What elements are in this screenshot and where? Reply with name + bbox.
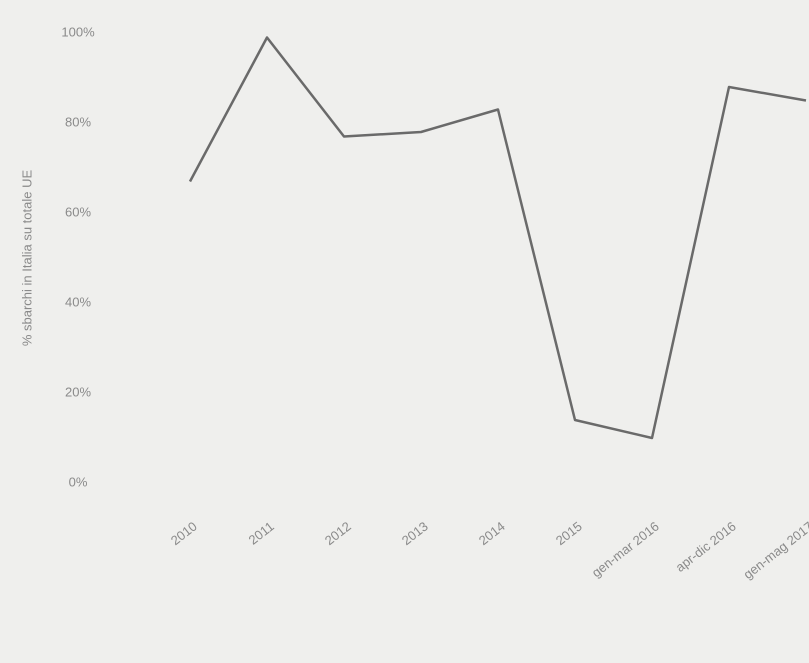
x-tick-label: gen-mar 2016 xyxy=(589,519,662,581)
y-tick-label: 60% xyxy=(65,204,91,219)
x-tick-label: apr-dic 2016 xyxy=(673,519,739,575)
x-tick-label: 2011 xyxy=(246,519,277,548)
x-tick-label: 2013 xyxy=(399,519,431,549)
x-tick-label: 2010 xyxy=(168,519,200,549)
y-axis-label: % sbarchi in Italia su totale UE xyxy=(19,170,34,347)
y-tick-label: 20% xyxy=(65,384,91,399)
y-tick-label: 40% xyxy=(65,294,91,309)
y-tick-label: 80% xyxy=(65,114,91,129)
y-tick-label: 0% xyxy=(69,474,88,489)
x-tick-label: 2015 xyxy=(553,519,585,549)
line-series xyxy=(188,36,807,440)
x-tick-label: 2012 xyxy=(322,519,354,549)
x-tick-label: gen-mag 2017 xyxy=(741,519,809,582)
x-tick-label: 2014 xyxy=(476,519,508,549)
y-tick-label: 100% xyxy=(61,24,95,39)
